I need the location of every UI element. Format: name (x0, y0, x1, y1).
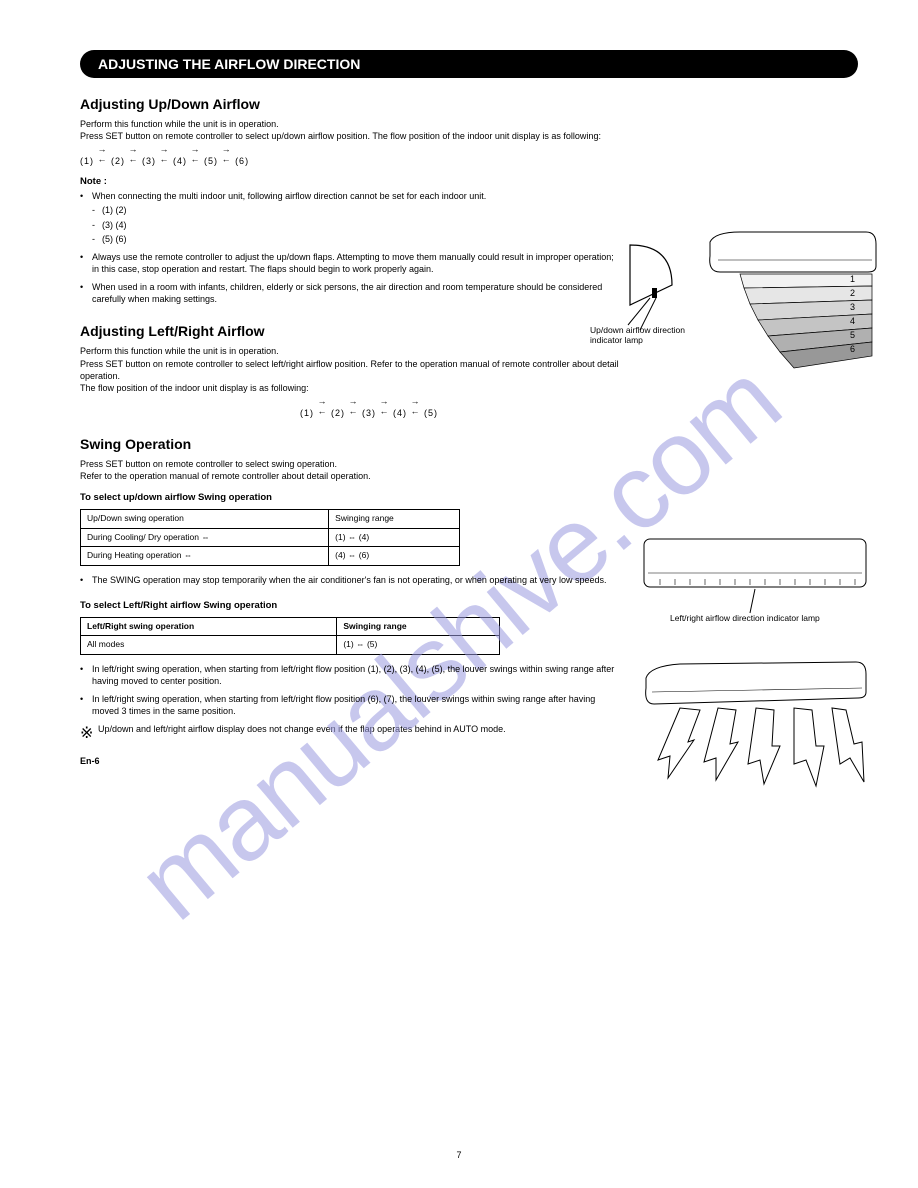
illustration-front: Left/right airflow direction indicator l… (640, 535, 870, 625)
table-cell: (1) ⇔ (5) (337, 636, 500, 654)
svg-text:3: 3 (850, 302, 855, 312)
section-leftright-intro: Perform this function while the unit is … (80, 345, 620, 394)
table-header: Swinging range (329, 510, 460, 528)
footnote-text: Up/down and left/right airflow display d… (98, 723, 506, 743)
leftright-sequence: (1) →← (2) →← (3) →← (4) →← (5) (300, 398, 620, 418)
svg-text:2: 2 (850, 288, 855, 298)
updown-indicator-label: Up/down airflow direction indicator lamp (590, 325, 700, 345)
updown-sequence: (1) →← (2) →← (3) →← (4) →← (5) →← (6) (80, 146, 620, 166)
table-header: Left/Right swing operation (81, 617, 337, 635)
svg-text:1: 1 (850, 274, 855, 284)
list-item: In left/right swing operation, when star… (80, 663, 620, 687)
svg-text:5: 5 (850, 330, 855, 340)
list-item: In left/right swing operation, when star… (80, 693, 620, 717)
list-item: Always use the remote controller to adju… (80, 251, 620, 275)
section-swing-intro: Press SET button on remote controller to… (80, 458, 620, 482)
list-item: The SWING operation may stop temporarily… (80, 574, 620, 586)
page-number: 7 (456, 1150, 461, 1160)
table-cell: During Heating operation ⇔ (81, 547, 329, 565)
swing-updown-subtitle: To select up/down airflow Swing operatio… (80, 492, 620, 503)
list-item: (5) (6) (92, 233, 620, 245)
section-updown-title: Adjusting Up/Down Airflow (80, 96, 620, 112)
table-cell: (1) ⇔ (4) (329, 528, 460, 546)
swing-leftright-subtitle: To select Left/Right airflow Swing opera… (80, 600, 620, 611)
page-header-bar: ADJUSTING THE AIRFLOW DIRECTION (80, 50, 858, 78)
swing-updown-table: Up/Down swing operation Swinging range D… (80, 509, 460, 565)
table-row: All modes (1) ⇔ (5) (81, 636, 500, 654)
main-column: Adjusting Up/Down Airflow Perform this f… (80, 96, 620, 767)
table-row: Up/Down swing operation Swinging range (81, 510, 460, 528)
manual-page: manualshive.com ADJUSTING THE AIRFLOW DI… (0, 0, 918, 1188)
illustration-leftright (640, 660, 870, 800)
table-header: Swinging range (337, 617, 500, 635)
lr-swing-notes: In left/right swing operation, when star… (80, 663, 620, 718)
illustration-updown: 1 2 3 4 5 6 Up/down airflow direction in… (620, 230, 880, 380)
swing-leftright-table: Left/Right swing operation Swinging rang… (80, 617, 500, 655)
note-heading: Note : (80, 176, 620, 187)
asterisk-icon: ※ (80, 723, 92, 743)
section-updown-intro: Perform this function while the unit is … (80, 118, 620, 142)
list-item: (3) (4) (92, 219, 620, 231)
swing-note-list: The SWING operation may stop temporarily… (80, 574, 620, 586)
footnote: ※ Up/down and left/right airflow display… (80, 723, 620, 743)
table-cell: (4) ⇔ (6) (329, 547, 460, 565)
table-row: During Heating operation ⇔ (4) ⇔ (6) (81, 547, 460, 565)
sub-seq-list: (1) (2) (3) (4) (5) (6) (92, 204, 620, 244)
svg-text:6: 6 (850, 344, 855, 354)
list-item: When used in a room with infants, childr… (80, 281, 620, 305)
section-swing-title: Swing Operation (80, 436, 620, 452)
table-cell: During Cooling/ Dry operation ⇔ (81, 528, 329, 546)
leftright-indicator-label: Left/right airflow direction indicator l… (670, 613, 850, 623)
table-header: Up/Down swing operation (81, 510, 329, 528)
table-row: Left/Right swing operation Swinging rang… (81, 617, 500, 635)
table-cell: All modes (81, 636, 337, 654)
table-row: During Cooling/ Dry operation ⇔ (1) ⇔ (4… (81, 528, 460, 546)
lang-page-tag: En-6 (80, 755, 620, 767)
section-leftright-title: Adjusting Left/Right Airflow (80, 323, 620, 339)
svg-text:4: 4 (850, 316, 855, 326)
list-item: (1) (2) (92, 204, 620, 216)
updown-notes-list: When connecting the multi indoor unit, f… (80, 190, 620, 305)
list-item: When connecting the multi indoor unit, f… (80, 190, 620, 245)
page-header-title: ADJUSTING THE AIRFLOW DIRECTION (98, 56, 360, 72)
